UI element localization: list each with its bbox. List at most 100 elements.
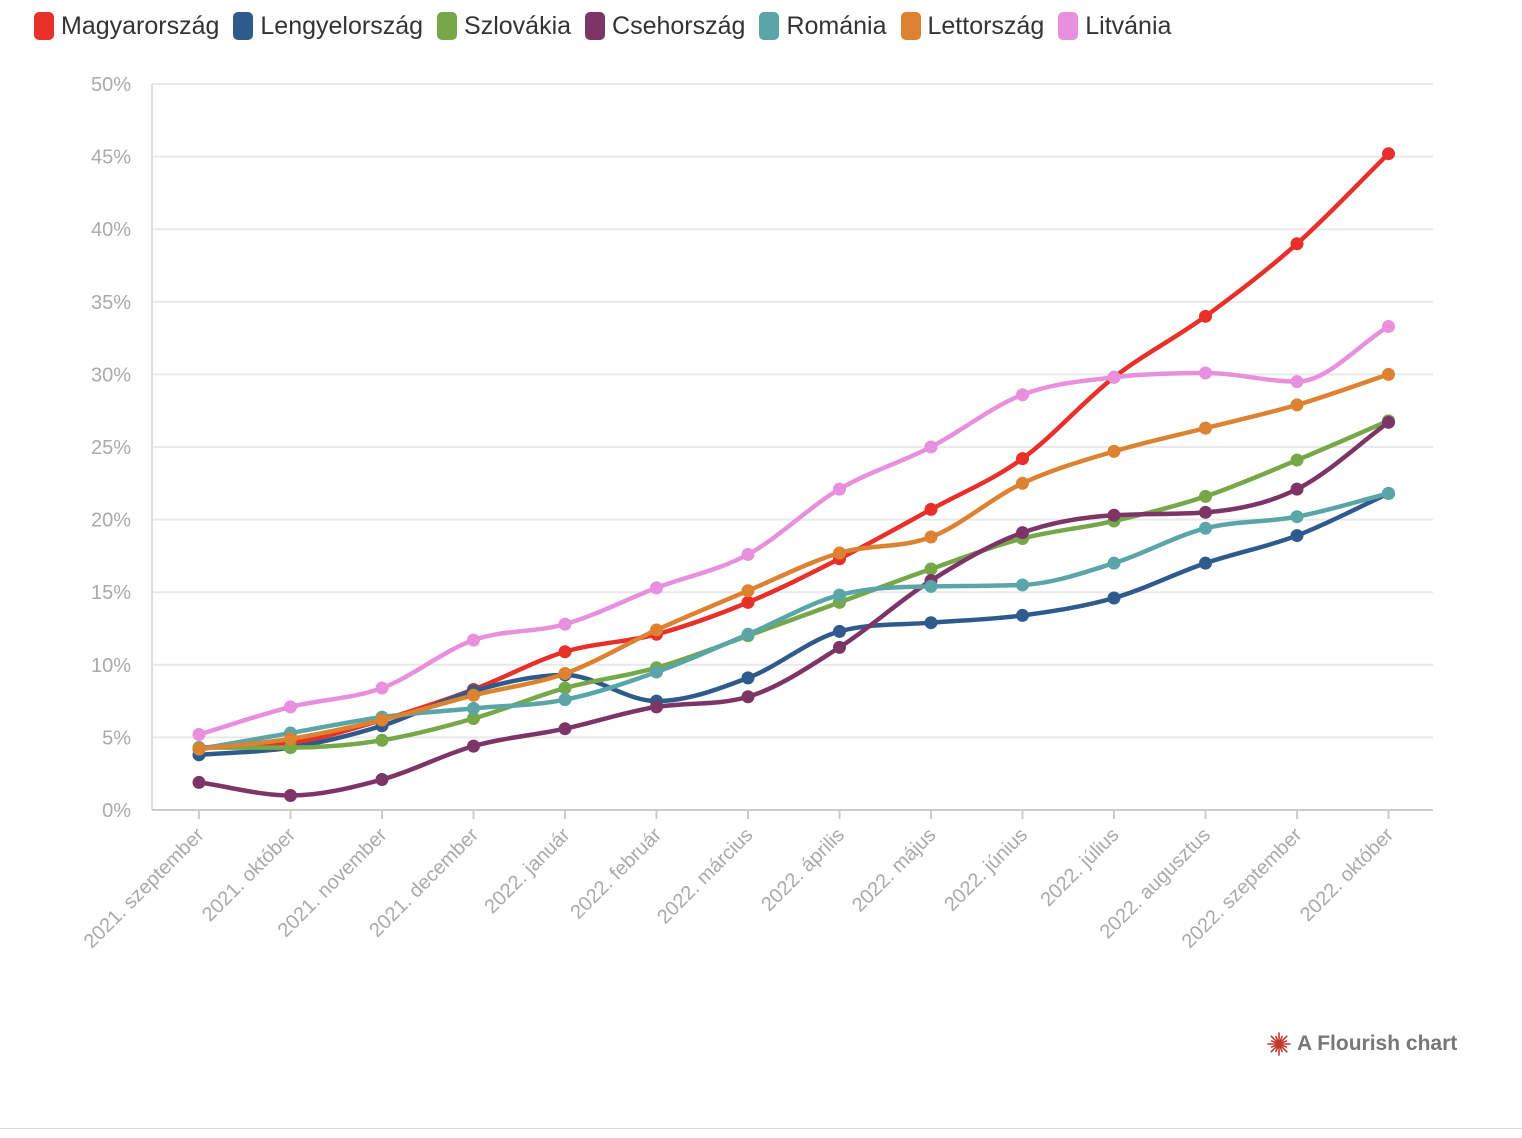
data-point[interactable] [650,581,663,595]
legend-item[interactable]: Magyarország [34,12,219,41]
y-tick-label: 35% [91,292,131,314]
data-point[interactable] [375,713,389,727]
data-point[interactable] [192,727,206,741]
data-point[interactable] [1382,319,1395,333]
data-point[interactable] [741,584,755,598]
x-tick-label: 2022. január [480,824,574,918]
data-point[interactable] [741,671,755,685]
data-point[interactable] [833,546,846,560]
data-point[interactable] [1199,556,1212,570]
data-point[interactable] [1199,505,1212,519]
data-point[interactable] [741,595,755,609]
data-point[interactable] [833,588,846,602]
data-point[interactable] [375,681,389,695]
data-point[interactable] [1016,476,1029,490]
data-point[interactable] [924,616,938,630]
data-point[interactable] [467,712,480,726]
legend-label: Szlovákia [464,11,572,40]
data-point[interactable] [741,690,755,704]
data-point[interactable] [284,732,297,746]
data-point[interactable] [924,440,938,454]
series-line[interactable] [196,324,1391,737]
data-point[interactable] [1199,309,1212,323]
data-point[interactable] [558,693,572,707]
data-point[interactable] [1290,398,1304,412]
data-point[interactable] [467,739,480,753]
legend: Magyarország Lengyelország Szlovákia Csehor… [34,8,1185,44]
data-point[interactable] [650,623,663,637]
legend-item[interactable]: Szlovákia [437,12,571,41]
data-point[interactable] [192,742,206,756]
data-point[interactable] [650,700,663,714]
data-point[interactable] [284,788,297,802]
legend-label: Románia [786,11,887,40]
data-point[interactable] [284,700,297,714]
data-point[interactable] [650,665,663,679]
data-point[interactable] [1382,147,1395,161]
data-point[interactable] [1290,375,1304,389]
legend-item[interactable]: Litvánia [1058,12,1171,41]
data-point[interactable] [833,640,846,654]
data-point[interactable] [1290,453,1304,467]
data-point[interactable] [1016,452,1029,466]
data-point[interactable] [1290,529,1304,543]
data-point[interactable] [1016,578,1029,592]
legend-item[interactable]: Lettország [900,12,1044,41]
data-point[interactable] [558,667,572,681]
data-point[interactable] [558,681,572,695]
data-point[interactable] [1107,508,1121,522]
series-6 [192,319,1395,741]
data-point[interactable] [1107,444,1121,458]
y-tick-label: 15% [91,582,131,604]
data-point[interactable] [558,645,572,659]
series-line[interactable] [196,151,1391,750]
y-tick-label: 50% [91,74,131,96]
flourish-credit[interactable]: A Flourish chart [1267,1032,1457,1056]
data-point[interactable] [558,722,572,736]
series-line[interactable] [196,418,1391,750]
legend-item[interactable]: Lengyelország [233,12,423,41]
data-point[interactable] [467,633,480,647]
data-point[interactable] [1107,591,1121,605]
data-point[interactable] [741,627,755,641]
data-point[interactable] [924,562,938,576]
data-point[interactable] [833,624,846,638]
data-point[interactable] [1199,521,1212,535]
data-point[interactable] [1290,237,1304,251]
data-point[interactable] [375,733,389,747]
data-point[interactable] [1199,421,1212,435]
data-point[interactable] [1290,482,1304,496]
x-tick-label: 2022. március [653,824,757,928]
data-point[interactable] [1107,370,1121,384]
data-point[interactable] [467,701,480,715]
legend-item[interactable]: Csehország [585,12,745,41]
legend-swatch [34,12,54,40]
data-point[interactable] [1382,415,1395,429]
data-point[interactable] [833,482,846,496]
data-point[interactable] [375,773,389,787]
data-point[interactable] [1199,489,1212,503]
data-point[interactable] [1016,526,1029,540]
line-chart: 0% 5% 10% 15% 20% 25% 30% 35% 40% 45% 50% 2021. sz… [80,74,1433,953]
data-point[interactable] [1290,510,1304,524]
legend-item[interactable]: Románia [759,11,887,41]
data-point[interactable] [558,617,572,631]
data-point[interactable] [1107,556,1121,570]
data-point[interactable] [924,530,938,544]
data-point[interactable] [467,688,480,702]
data-point[interactable] [924,579,938,593]
data-point[interactable] [1199,366,1212,380]
legend-swatch [759,12,780,40]
y-axis-ticks: 0% 5% 10% 15% 20% 25% 30% 35% 40% 45% 50% [91,74,131,822]
data-point[interactable] [1382,486,1395,500]
data-point[interactable] [1016,608,1029,622]
series-line[interactable] [196,372,1391,752]
data-point[interactable] [741,547,755,561]
data-point[interactable] [192,775,206,789]
legend-swatch [1058,12,1079,40]
data-point[interactable] [1382,367,1395,381]
data-point[interactable] [1016,388,1029,402]
data-point[interactable] [924,502,938,516]
series-0 [192,147,1395,755]
